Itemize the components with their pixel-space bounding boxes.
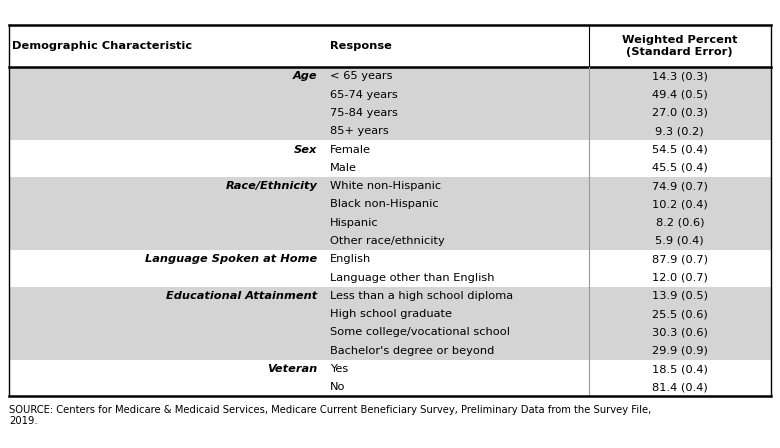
- Text: High school graduate: High school graduate: [330, 309, 452, 319]
- Text: Female: Female: [330, 145, 371, 155]
- Text: 30.3 (0.6): 30.3 (0.6): [652, 327, 707, 337]
- Text: Language other than English: Language other than English: [330, 272, 495, 283]
- Bar: [9, 378, 771, 396]
- Bar: [9, 177, 771, 195]
- Text: White non-Hispanic: White non-Hispanic: [330, 181, 441, 191]
- Text: 12.0 (0.7): 12.0 (0.7): [652, 272, 707, 283]
- Text: No: No: [330, 382, 346, 392]
- Bar: [9, 214, 771, 232]
- Bar: [9, 323, 771, 341]
- Text: 25.5 (0.6): 25.5 (0.6): [652, 309, 707, 319]
- Bar: [9, 122, 771, 140]
- Text: Weighted Percent
(Standard Error): Weighted Percent (Standard Error): [622, 35, 738, 57]
- Text: Hispanic: Hispanic: [330, 218, 378, 228]
- Text: Sex: Sex: [294, 145, 317, 155]
- Text: 29.9 (0.9): 29.9 (0.9): [652, 346, 707, 356]
- Text: Black non-Hispanic: Black non-Hispanic: [330, 199, 438, 209]
- Text: 27.0 (0.3): 27.0 (0.3): [652, 108, 707, 118]
- Text: Educational Attainment: Educational Attainment: [166, 291, 317, 301]
- Text: Response: Response: [330, 41, 392, 51]
- Bar: [9, 232, 771, 250]
- Text: 9.3 (0.2): 9.3 (0.2): [655, 126, 704, 136]
- Bar: [9, 159, 771, 177]
- Text: Yes: Yes: [330, 364, 348, 374]
- Text: Demographic Characteristic: Demographic Characteristic: [12, 41, 193, 51]
- Text: 74.9 (0.7): 74.9 (0.7): [652, 181, 707, 191]
- Bar: [9, 86, 771, 104]
- Text: 87.9 (0.7): 87.9 (0.7): [652, 254, 707, 264]
- Text: 49.4 (0.5): 49.4 (0.5): [652, 90, 707, 99]
- Bar: [9, 140, 771, 159]
- Bar: [9, 305, 771, 323]
- Text: 81.4 (0.4): 81.4 (0.4): [652, 382, 707, 392]
- Text: Age: Age: [292, 71, 317, 82]
- Bar: [9, 342, 771, 360]
- Bar: [9, 360, 771, 378]
- Text: 18.5 (0.4): 18.5 (0.4): [652, 364, 707, 374]
- Text: 14.3 (0.3): 14.3 (0.3): [652, 71, 707, 82]
- Bar: [9, 268, 771, 287]
- Text: 65-74 years: 65-74 years: [330, 90, 398, 99]
- Text: 5.9 (0.4): 5.9 (0.4): [655, 236, 704, 246]
- Text: Veteran: Veteran: [268, 364, 317, 374]
- Text: 10.2 (0.4): 10.2 (0.4): [652, 199, 707, 209]
- Text: 8.2 (0.6): 8.2 (0.6): [655, 218, 704, 228]
- Text: SOURCE: Centers for Medicare & Medicaid Services, Medicare Current Beneficiary S: SOURCE: Centers for Medicare & Medicaid …: [9, 405, 651, 426]
- Bar: [9, 287, 771, 305]
- Text: 85+ years: 85+ years: [330, 126, 388, 136]
- Text: Less than a high school diploma: Less than a high school diploma: [330, 291, 513, 301]
- Bar: [9, 195, 771, 214]
- Text: Bachelor's degree or beyond: Bachelor's degree or beyond: [330, 346, 495, 356]
- Text: Race/Ethnicity: Race/Ethnicity: [225, 181, 317, 191]
- Bar: [9, 104, 771, 122]
- Text: English: English: [330, 254, 371, 264]
- Text: 45.5 (0.4): 45.5 (0.4): [652, 163, 707, 173]
- Text: 54.5 (0.4): 54.5 (0.4): [652, 145, 707, 155]
- Text: 75-84 years: 75-84 years: [330, 108, 398, 118]
- Bar: [9, 67, 771, 86]
- Text: < 65 years: < 65 years: [330, 71, 392, 82]
- Text: Language Spoken at Home: Language Spoken at Home: [145, 254, 317, 264]
- Text: 13.9 (0.5): 13.9 (0.5): [652, 291, 707, 301]
- Text: Some college/vocational school: Some college/vocational school: [330, 327, 510, 337]
- Text: Other race/ethnicity: Other race/ethnicity: [330, 236, 445, 246]
- Bar: [9, 250, 771, 268]
- Text: Male: Male: [330, 163, 357, 173]
